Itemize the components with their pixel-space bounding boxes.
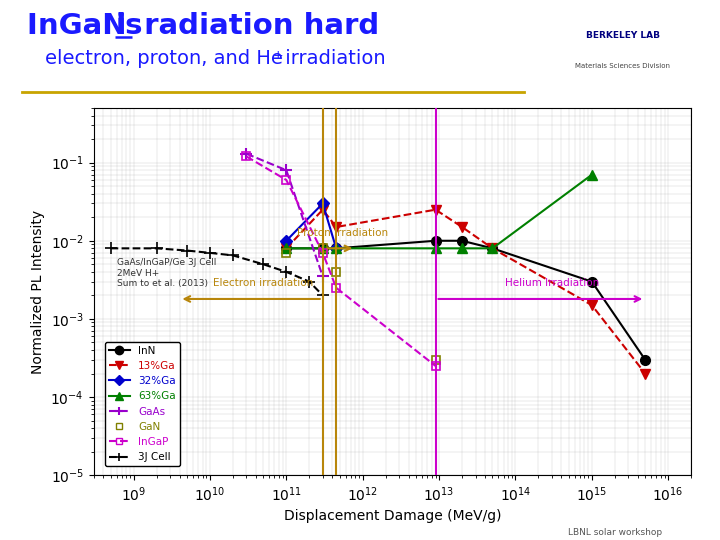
Text: electron, proton, and He: electron, proton, and He xyxy=(45,49,282,68)
Y-axis label: Normalized PL Intensity: Normalized PL Intensity xyxy=(31,210,45,374)
Text: Materials Sciences Division: Materials Sciences Division xyxy=(575,63,670,69)
Text: is: is xyxy=(115,12,143,39)
Text: LBNL solar workshop: LBNL solar workshop xyxy=(568,528,662,537)
Text: BERKELEY LAB: BERKELEY LAB xyxy=(586,31,660,40)
Legend: InN, 13%Ga, 32%Ga, 63%Ga, GaAs, GaN, InGaP, 3J Cell: InN, 13%Ga, 32%Ga, 63%Ga, GaAs, GaN, InG… xyxy=(105,341,180,467)
Text: GaAs/InGaP/Ge 3J Cell
2MeV H+
Sum to et al. (2013): GaAs/InGaP/Ge 3J Cell 2MeV H+ Sum to et … xyxy=(117,258,216,288)
Text: irradiation: irradiation xyxy=(279,49,386,68)
Text: InGaN: InGaN xyxy=(27,12,137,39)
Text: +: + xyxy=(272,49,283,62)
Text: Proton irradiation: Proton irradiation xyxy=(297,227,388,238)
X-axis label: Displacement Damage (MeV/g): Displacement Damage (MeV/g) xyxy=(284,509,501,523)
Text: Electron irradiation: Electron irradiation xyxy=(213,278,313,288)
Text: Helium Irradiation: Helium Irradiation xyxy=(505,278,599,288)
Text: radiation hard: radiation hard xyxy=(134,12,379,39)
